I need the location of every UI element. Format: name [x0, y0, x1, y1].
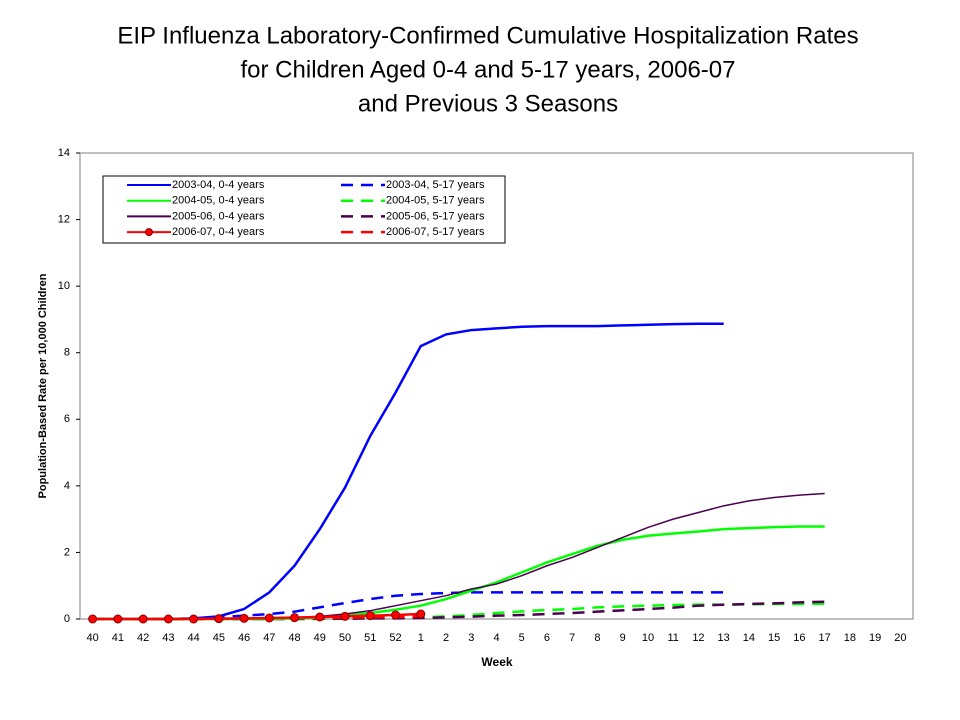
- chart-title: for Children Aged 0-4 and 5-17 years, 20…: [241, 56, 736, 83]
- legend-label: 2005-06, 5-17 years: [386, 210, 485, 222]
- x-tick-label: 15: [768, 632, 780, 644]
- legend-label: 2004-05, 0-4 years: [172, 195, 265, 207]
- x-tick-label: 19: [869, 632, 881, 644]
- x-tick-label: 7: [569, 632, 575, 644]
- legend-label: 2006-07, 0-4 years: [172, 226, 265, 238]
- series-marker: [391, 610, 401, 620]
- x-tick-label: 50: [339, 632, 351, 644]
- y-tick-label: 12: [58, 213, 70, 225]
- x-tick-label: 16: [793, 632, 805, 644]
- x-tick-label: 9: [620, 632, 626, 644]
- series-marker: [163, 614, 173, 624]
- x-tick-label: 3: [468, 632, 474, 644]
- series-marker: [315, 612, 325, 622]
- series-marker: [340, 611, 350, 621]
- y-tick-label: 10: [58, 280, 70, 292]
- y-tick-label: 2: [64, 546, 70, 558]
- series-marker: [416, 609, 426, 619]
- y-tick-label: 14: [58, 147, 70, 159]
- chart-title: EIP Influenza Laboratory-Confirmed Cumul…: [117, 22, 858, 49]
- legend-label: 2003-04, 5-17 years: [386, 179, 485, 191]
- series-marker: [365, 611, 375, 621]
- chart-title: and Previous 3 Seasons: [358, 90, 618, 117]
- series-marker: [290, 613, 300, 623]
- x-tick-label: 45: [213, 632, 225, 644]
- x-tick-label: 40: [86, 632, 98, 644]
- legend-label: 2003-04, 0-4 years: [172, 179, 265, 191]
- x-tick-label: 48: [288, 632, 300, 644]
- x-tick-label: 42: [137, 632, 149, 644]
- series-line: [92, 322, 724, 621]
- y-axis-label: Population-Based Rate per 10,000 Childre…: [37, 273, 49, 498]
- series-marker: [88, 614, 98, 624]
- series-marker: [264, 613, 274, 623]
- x-tick-label: 5: [519, 632, 525, 644]
- x-tick-label: 1: [418, 632, 424, 644]
- x-tick-label: 20: [894, 632, 906, 644]
- y-tick-label: 4: [64, 480, 70, 492]
- legend-label: 2006-07, 5-17 years: [386, 226, 485, 238]
- x-tick-label: 2: [443, 632, 449, 644]
- x-tick-label: 8: [594, 632, 600, 644]
- x-tick-label: 41: [112, 632, 124, 644]
- x-tick-label: 18: [844, 632, 856, 644]
- x-tick-label: 10: [642, 632, 654, 644]
- series-line: [92, 492, 825, 620]
- series-marker: [214, 614, 224, 624]
- plot-area: [79, 152, 914, 620]
- x-tick-label: 46: [238, 632, 250, 644]
- legend-label: 2005-06, 0-4 years: [172, 210, 265, 222]
- y-tick-label: 8: [64, 347, 70, 359]
- x-tick-label: 17: [819, 632, 831, 644]
- legend-label: 2004-05, 5-17 years: [386, 195, 485, 207]
- x-tick-label: 11: [667, 632, 678, 644]
- legend-marker: [145, 228, 153, 237]
- x-tick-label: 47: [263, 632, 275, 644]
- y-tick-label: 0: [64, 613, 70, 625]
- x-tick-label: 52: [389, 632, 401, 644]
- y-tick-label: 6: [64, 413, 70, 425]
- x-tick-label: 43: [162, 632, 174, 644]
- series-marker: [138, 614, 148, 624]
- x-tick-label: 51: [364, 632, 376, 644]
- x-tick-label: 14: [743, 632, 755, 644]
- x-axis-label: Week: [481, 655, 512, 669]
- x-tick-label: 12: [692, 632, 704, 644]
- series-marker: [189, 614, 199, 624]
- series-marker: [239, 613, 249, 623]
- x-tick-label: 6: [544, 632, 550, 644]
- series-marker: [113, 614, 123, 624]
- x-tick-label: 44: [187, 632, 199, 644]
- x-tick-label: 4: [493, 632, 499, 644]
- x-tick-label: 49: [314, 632, 326, 644]
- x-tick-label: 13: [718, 632, 730, 644]
